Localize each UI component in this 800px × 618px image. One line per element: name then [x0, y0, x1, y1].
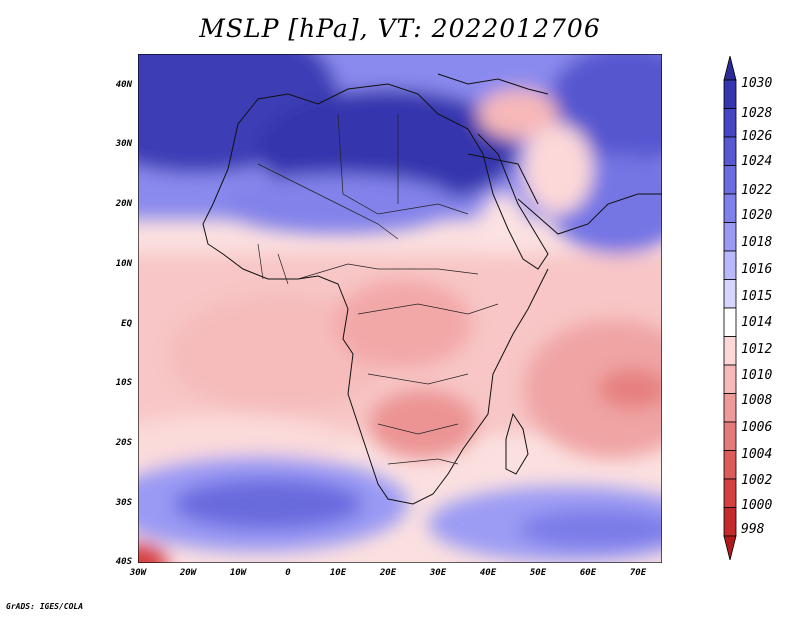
colorbar-swatch — [723, 193, 737, 223]
lat-label-40s: 40S — [115, 557, 132, 567]
lon-label-30w: 30W — [129, 568, 147, 578]
colorbar-label-1010: 1010 — [741, 368, 773, 383]
colorbar-swatch — [723, 222, 737, 252]
colorbar-label-1006: 1006 — [741, 420, 773, 435]
colorbar-label-1002: 1002 — [741, 473, 773, 488]
country-borders — [257, 113, 499, 465]
colorbar-label-1015: 1015 — [741, 289, 773, 304]
colorbar-label-1026: 1026 — [741, 129, 773, 144]
colorbar-label-1000: 1000 — [741, 498, 773, 513]
lat-label-10n: 10N — [115, 259, 132, 269]
colorbar-swatch — [723, 108, 737, 138]
colorbar-swatch — [723, 393, 737, 423]
lat-label-10s: 10S — [115, 378, 132, 388]
lon-label-60e: 60E — [579, 568, 597, 578]
lat-label-20n: 20N — [115, 199, 132, 209]
map-title: MSLP [hPa], VT: 2022012706 — [199, 14, 601, 43]
colorbar-swatch — [723, 421, 737, 451]
lon-label-30e: 30E — [429, 568, 447, 578]
colorbar-swatch — [723, 56, 737, 81]
colorbar-label-1028: 1028 — [741, 106, 773, 121]
colorbar-swatch — [723, 535, 737, 560]
colorbar — [723, 56, 737, 560]
colorbar-swatch — [723, 136, 737, 166]
colorbar-swatch — [723, 165, 737, 195]
lat-label-40n: 40N — [115, 80, 132, 90]
colorbar-swatch — [723, 450, 737, 480]
colorbar-label-1030: 1030 — [741, 76, 773, 91]
colorbar-swatch — [723, 307, 737, 337]
lat-label-30n: 30N — [115, 139, 132, 149]
colorbar-label-1008: 1008 — [741, 393, 773, 408]
lon-label-70e: 70E — [629, 568, 647, 578]
colorbar-label-1024: 1024 — [741, 154, 773, 169]
colorbar-label-1012: 1012 — [741, 342, 773, 357]
lon-label-10e: 10E — [329, 568, 347, 578]
colorbar-swatch — [723, 79, 737, 109]
colorbar-label-1018: 1018 — [741, 235, 773, 250]
pressure-field — [138, 54, 662, 563]
colorbar-swatch — [723, 478, 737, 508]
colorbar-swatch — [723, 250, 737, 280]
colorbar-swatch — [723, 279, 737, 309]
lon-label-20e: 20E — [379, 568, 397, 578]
colorbar-swatch — [723, 507, 737, 537]
colorbar-swatch — [723, 336, 737, 366]
colorbar-swatch — [723, 364, 737, 394]
colorbar-label-1016: 1016 — [741, 262, 773, 277]
mslp-map — [138, 54, 662, 563]
colorbar-label-998: 998 — [741, 522, 765, 537]
lon-label-20w: 20W — [179, 568, 197, 578]
colorbar-label-1014: 1014 — [741, 315, 773, 330]
lat-label-eq: EQ — [121, 319, 132, 329]
colorbar-label-1004: 1004 — [741, 447, 773, 462]
colorbar-swatches — [723, 56, 737, 560]
lon-label-50e: 50E — [529, 568, 547, 578]
footer-credit: GrADS: IGES/COLA — [6, 602, 84, 611]
coastlines — [202, 73, 662, 505]
lat-label-30s: 30S — [115, 498, 132, 508]
lon-label-40e: 40E — [479, 568, 497, 578]
lat-label-20s: 20S — [115, 438, 132, 448]
colorbar-label-1020: 1020 — [741, 208, 773, 223]
colorbar-label-1022: 1022 — [741, 183, 773, 198]
lon-label-0: 0 — [285, 568, 291, 578]
lon-label-10w: 10W — [229, 568, 247, 578]
